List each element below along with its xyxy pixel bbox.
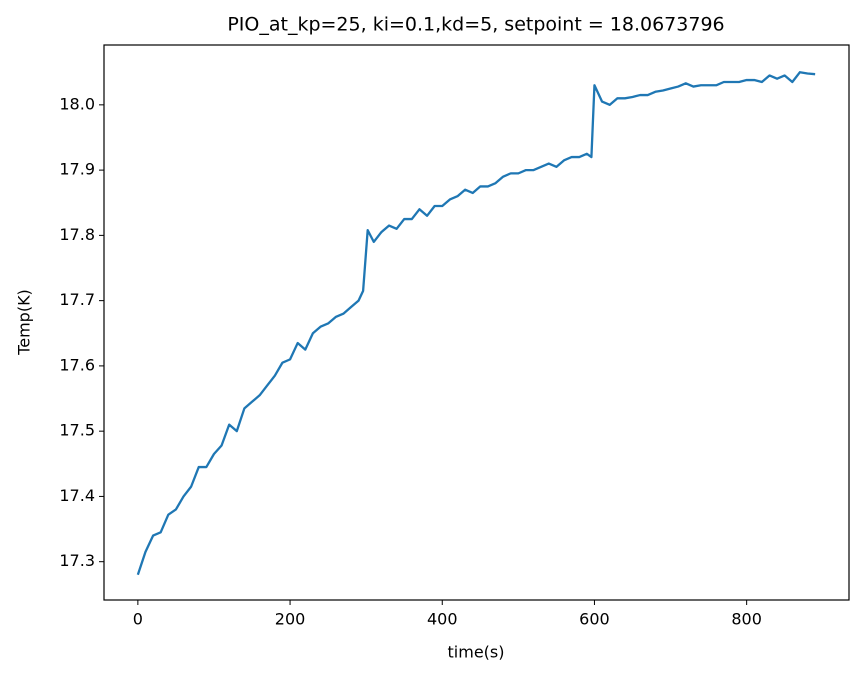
x-tick-label: 200 xyxy=(275,610,306,629)
y-tick-label: 17.8 xyxy=(59,225,95,244)
x-tick-label: 800 xyxy=(731,610,762,629)
plot-frame xyxy=(103,44,850,601)
y-tick-label: 17.9 xyxy=(59,160,95,179)
y-tick-label: 17.6 xyxy=(59,355,95,374)
y-tick-label: 17.4 xyxy=(59,486,95,505)
y-tick-label: 17.3 xyxy=(59,551,95,570)
x-tick-label: 400 xyxy=(427,610,458,629)
y-tick-label: 17.7 xyxy=(59,290,95,309)
chart-title: PIO_at_kp=25, ki=0.1,kd=5, setpoint = 18… xyxy=(227,14,724,36)
x-tick-label: 600 xyxy=(579,610,610,629)
y-tick-label: 17.5 xyxy=(59,421,95,440)
data-line xyxy=(136,71,816,576)
x-tick-label: 0 xyxy=(133,610,143,629)
y-tick-label: 18.0 xyxy=(59,94,95,113)
x-axis-label: time(s) xyxy=(448,643,505,662)
y-axis-label: Temp(K) xyxy=(15,289,34,356)
